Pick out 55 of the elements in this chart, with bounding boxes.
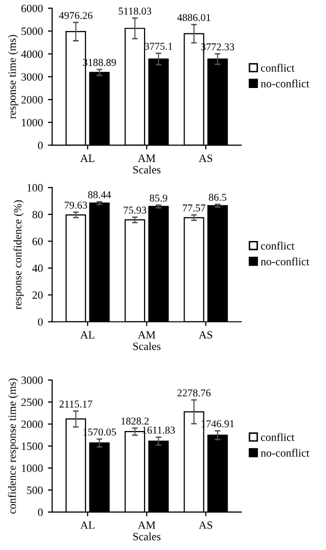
data-label: 77.57	[182, 204, 206, 212]
data-label: 4976.26	[59, 12, 92, 20]
data-label: 79.63	[64, 202, 88, 209]
y-tick-label: 5000	[22, 28, 43, 36]
data-label: 1611.83	[142, 426, 175, 434]
y-tick-label: 0	[38, 142, 43, 150]
x-tick-label: AM	[138, 154, 156, 162]
x-tick-label: AM	[138, 331, 156, 338]
legend-label: conflict	[261, 64, 294, 72]
y-tick-label: 1000	[22, 118, 43, 126]
y-axis-title: confidence response time (ms)	[8, 378, 18, 514]
y-tick-label: 3000	[21, 376, 43, 384]
y-axis-title: response time (ms)	[8, 34, 18, 119]
legend-label: no-conflict	[260, 257, 310, 266]
y-axis-title: response confidence (%)	[14, 200, 24, 310]
y-tick-label: 1000	[22, 464, 43, 472]
x-tick-label: AL	[80, 331, 94, 338]
x-axis-title: Scales	[133, 342, 160, 350]
y-tick-label: 500	[27, 486, 43, 494]
y-tick-label: 4000	[21, 50, 43, 58]
x-tick-label: AS	[198, 521, 212, 529]
y-tick-label: 20	[32, 291, 43, 299]
x-tick-label: AM	[138, 521, 156, 529]
y-tick-label: 2000	[21, 96, 43, 104]
data-label: 85.9	[150, 194, 168, 202]
data-label: 86.5	[208, 194, 226, 201]
data-label: 4886.01	[177, 14, 210, 22]
y-tick-label: 100	[27, 184, 43, 192]
data-label: 75.93	[124, 206, 146, 214]
y-tick-label: 40	[32, 264, 43, 272]
y-tick-label: 0	[38, 508, 43, 516]
y-tick-label: 2000	[21, 420, 43, 428]
y-tick-label: 2500	[21, 398, 43, 406]
x-tick-label: AS	[198, 331, 212, 339]
x-tick-label: AS	[198, 154, 212, 162]
x-tick-label: AL	[80, 521, 94, 529]
data-label: 5118.03	[118, 8, 152, 15]
data-label: 88.44	[88, 191, 111, 198]
x-axis-title: Scales	[133, 532, 160, 540]
data-label: 2278.76	[178, 389, 211, 396]
legend-label: no-conflict	[260, 79, 310, 88]
legend-label: conflict	[261, 433, 294, 442]
y-tick-label: 3000	[21, 73, 43, 81]
legend-label: conflict	[261, 242, 294, 250]
y-tick-label: 0	[38, 318, 43, 326]
y-tick-label: 6000	[21, 4, 43, 12]
data-label: 2115.17	[60, 400, 92, 408]
x-tick-label: AL	[80, 154, 94, 162]
legend-label: no-conflict	[260, 448, 310, 457]
x-axis-title: Scales	[133, 166, 160, 174]
y-tick-label: 80	[32, 210, 43, 218]
y-tick-label: 60	[32, 238, 43, 246]
data-label: 1828.2	[121, 418, 149, 425]
data-label: 3775.1	[144, 42, 172, 50]
y-tick-label: 1500	[22, 442, 43, 450]
